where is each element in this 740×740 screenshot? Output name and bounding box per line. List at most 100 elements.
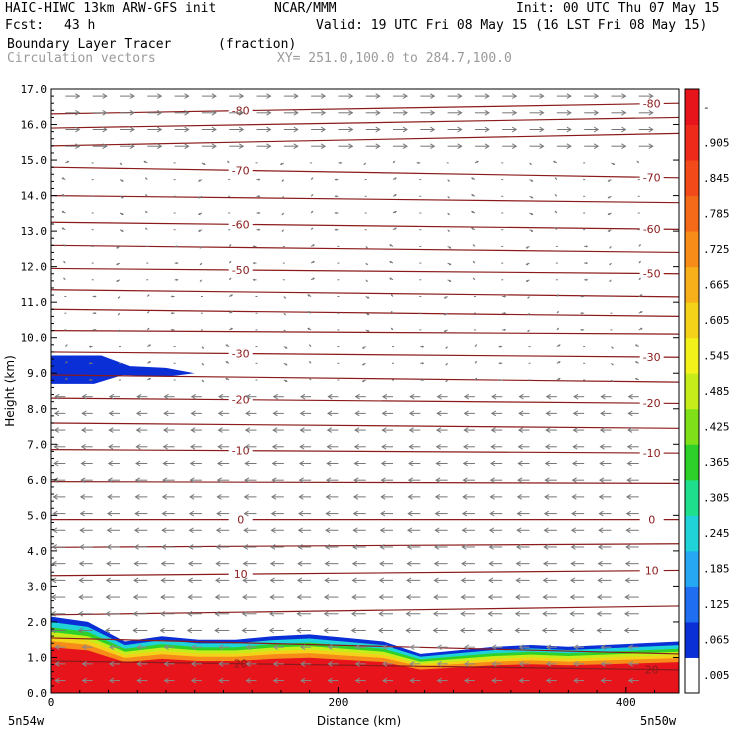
forecast-hours: 43 h (64, 18, 96, 33)
wind-vector (50, 594, 66, 600)
wind-vector (327, 393, 339, 400)
wind-vector (474, 361, 478, 364)
wind-vector (432, 610, 448, 617)
wind-vector (474, 377, 478, 381)
wind-vector (600, 661, 612, 667)
wind-vector (311, 143, 327, 150)
cross-section-endpoints: XY= 251.0,100.0 to 284.7,100.0 (277, 51, 512, 66)
isotherm-line (50, 194, 680, 204)
wind-vector (217, 443, 230, 450)
wind-vector (599, 427, 612, 433)
wind-vector (147, 377, 152, 381)
wind-vector (516, 527, 530, 534)
wind-vector (474, 160, 479, 164)
wind-vector (471, 210, 476, 214)
wind-vector (447, 93, 463, 99)
wind-vector (543, 544, 557, 550)
wind-vector (170, 328, 175, 332)
wind-vector (80, 443, 93, 450)
wind-vector (627, 393, 639, 400)
wind-vector (78, 594, 93, 600)
field-units: (fraction) (218, 37, 297, 52)
wind-vector (529, 162, 532, 166)
wind-vector (365, 126, 381, 133)
isotherm-line (50, 605, 680, 616)
wind-vector (160, 594, 175, 600)
wind-vector (242, 577, 257, 584)
wind-vector (63, 277, 66, 281)
wind-vector (573, 393, 585, 400)
isotherm-label-bg (639, 171, 664, 183)
y-tick-label: 14.0 (21, 190, 48, 203)
wind-vector (381, 443, 394, 450)
wind-vector (638, 93, 654, 99)
isotherm-label: -60 (232, 218, 250, 231)
wind-vector (245, 661, 257, 667)
wind-vector (198, 212, 203, 216)
wind-vector (600, 644, 612, 650)
wind-vector (408, 443, 421, 450)
wind-vector (92, 328, 97, 332)
wind-vector (145, 177, 148, 180)
isotherm-label: 10 (645, 565, 659, 578)
wind-vector (218, 677, 230, 684)
wind-vector (65, 109, 81, 116)
wind-vector (92, 312, 97, 315)
colorbar-swatch (685, 657, 699, 694)
wind-vector (271, 443, 284, 450)
wind-vector (390, 311, 394, 314)
wind-vector (217, 460, 230, 467)
wind-vector (146, 294, 150, 297)
colorbar-swatch (685, 621, 699, 658)
wind-vector (409, 644, 421, 650)
wind-vector (162, 477, 175, 484)
wind-vector (79, 527, 93, 534)
wind-vector (119, 143, 135, 150)
isotherm-line (50, 660, 680, 671)
wind-vector (269, 610, 284, 617)
wind-vector (541, 627, 557, 634)
wind-vector (188, 560, 202, 567)
wind-vector (472, 260, 476, 264)
wind-vector (146, 327, 150, 331)
wind-vector (443, 329, 448, 333)
wind-vector (146, 311, 150, 314)
wind-vector (269, 594, 284, 600)
isotherm-label-bg (228, 347, 253, 359)
wind-vector (162, 460, 175, 467)
wind-vector (106, 510, 120, 517)
y-tick-label: 5.0 (27, 509, 47, 522)
wind-vector (447, 195, 450, 199)
wind-vector (245, 677, 257, 684)
wind-vector (256, 211, 261, 215)
wind-vector (445, 346, 448, 349)
wind-vector (199, 246, 203, 249)
wind-vector (307, 294, 312, 297)
wind-vector (487, 627, 503, 634)
wind-vector (54, 677, 66, 684)
wind-vector (298, 510, 312, 517)
wind-vector (573, 661, 585, 667)
wind-vector (271, 477, 284, 484)
wind-vector (228, 277, 232, 281)
wind-vector (365, 262, 368, 266)
wind-vector (214, 610, 230, 617)
wind-vector (463, 410, 475, 417)
wind-vector (217, 410, 230, 417)
isotherm-label-bg (228, 264, 253, 276)
wind-vector (409, 677, 421, 684)
wind-vector (242, 594, 257, 600)
wind-vector (353, 460, 366, 467)
wind-vector (597, 577, 612, 584)
wind-vector (53, 427, 66, 433)
wind-vector (443, 296, 448, 299)
wind-vector (461, 527, 475, 534)
wind-vector (545, 427, 557, 433)
wind-vector (556, 126, 572, 133)
wind-vector (544, 460, 557, 467)
wind-vector (624, 594, 639, 600)
wind-vector (80, 460, 93, 467)
wind-vector (572, 443, 585, 450)
isotherm-line (50, 449, 680, 454)
wind-vector (489, 477, 503, 484)
